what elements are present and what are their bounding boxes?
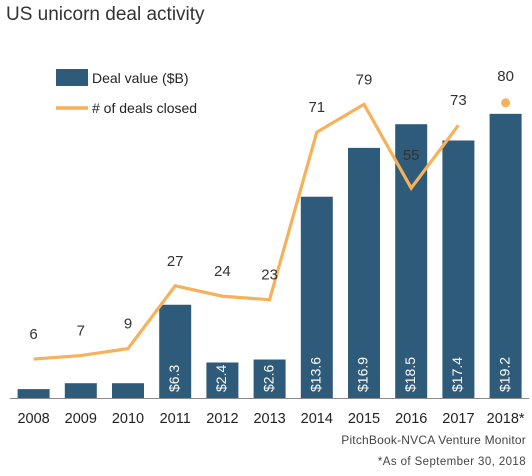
x-tick-2016: 2016 — [395, 411, 427, 427]
bar-2014 — [300, 196, 333, 398]
legend-swatch-deal-value — [56, 69, 88, 86]
bar-value-label-2017: $17.4 — [449, 357, 465, 392]
deals-label-2016: 55 — [403, 147, 420, 164]
bar-2008 — [17, 389, 50, 398]
bar-value-label-2012: $2.4 — [213, 365, 229, 392]
deals-label-2018*: 80 — [497, 68, 514, 85]
deals-label-2013: 23 — [261, 267, 278, 284]
deals-label-2015: 79 — [356, 71, 373, 88]
bar-2017 — [442, 140, 475, 399]
x-tick-2015: 2015 — [348, 411, 380, 427]
bar-value-label-2016: $18.5 — [402, 357, 418, 392]
bar-2010 — [112, 383, 144, 398]
bar-2011 — [159, 304, 192, 398]
bar-2012 — [206, 362, 239, 398]
deals-label-2014: 71 — [308, 99, 325, 116]
x-tick-2012: 2012 — [206, 411, 238, 427]
deals-label-2012: 24 — [214, 263, 231, 280]
bar-2013 — [253, 359, 286, 398]
deals-label-2010: 9 — [124, 316, 132, 333]
legend-label-deal-value: Deal value ($B) — [92, 70, 189, 86]
footnote: *As of September 30, 2018 — [377, 456, 526, 468]
x-tick-2010: 2010 — [112, 411, 144, 427]
x-tick-2018*: 2018* — [487, 411, 525, 427]
deals-label-2017: 73 — [450, 92, 467, 109]
deals-point-2018* — [501, 98, 511, 108]
x-tick-2008: 2008 — [17, 411, 49, 427]
deals-label-2011: 27 — [167, 253, 184, 270]
legend-label-deals: # of deals closed — [92, 100, 197, 116]
x-tick-2011: 2011 — [160, 411, 191, 427]
deals-line — [33, 102, 460, 361]
deals-label-2009: 7 — [77, 323, 85, 340]
x-tick-2013: 2013 — [253, 411, 285, 427]
bar-value-label-2014: $13.6 — [308, 357, 324, 392]
bar-2018* — [489, 113, 522, 398]
bar-value-label-2013: $2.6 — [260, 365, 276, 392]
bar-value-label-2011: $6.3 — [166, 365, 182, 392]
chart-title: US unicorn deal activity — [6, 4, 205, 25]
source-credit: PitchBook-NVCA Venture Monitor — [341, 433, 526, 447]
x-tick-2017: 2017 — [442, 411, 474, 427]
bar-value-label-2018*: $19.2 — [496, 357, 512, 392]
bar-2009 — [64, 383, 97, 398]
bar-value-label-2015: $16.9 — [355, 357, 371, 392]
bar-2015 — [348, 147, 380, 398]
x-tick-2014: 2014 — [301, 411, 333, 427]
x-tick-2009: 2009 — [65, 411, 97, 427]
deals-label-2008: 6 — [29, 326, 37, 343]
